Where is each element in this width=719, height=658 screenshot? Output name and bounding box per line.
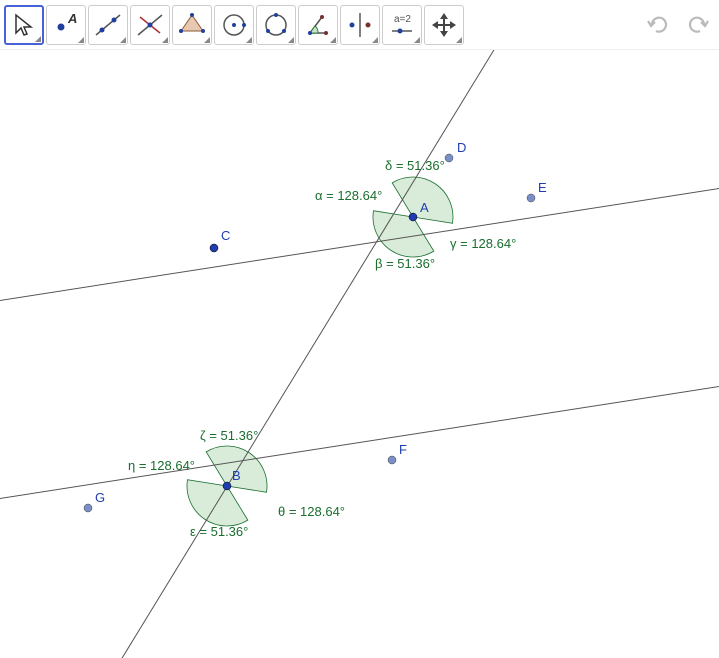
- dropdown-corner-icon: [246, 37, 252, 43]
- point-C[interactable]: [210, 244, 218, 252]
- point-D[interactable]: [445, 154, 453, 162]
- tool-polygon[interactable]: [172, 5, 212, 45]
- angle-alpha: α = 128.64°: [315, 188, 382, 203]
- point-label-C: C: [221, 228, 230, 243]
- tool-point[interactable]: A: [46, 5, 86, 45]
- line-GF[interactable]: [0, 385, 719, 500]
- dropdown-corner-icon: [372, 37, 378, 43]
- point-label-B: B: [232, 468, 241, 483]
- dropdown-corner-icon: [162, 37, 168, 43]
- dropdown-corner-icon: [414, 37, 420, 43]
- dropdown-corner-icon: [330, 37, 336, 43]
- undo-icon: [646, 12, 672, 38]
- point-label-A: A: [420, 200, 429, 215]
- dropdown-corner-icon: [78, 37, 84, 43]
- angle-beta: β = 51.36°: [375, 256, 435, 271]
- tool-perpendicular[interactable]: [130, 5, 170, 45]
- redo-icon: [684, 12, 710, 38]
- point-A[interactable]: [409, 213, 417, 221]
- point-E[interactable]: [527, 194, 535, 202]
- angle-gamma: γ = 128.64°: [450, 236, 516, 251]
- dropdown-corner-icon: [288, 37, 294, 43]
- angle-eta: η = 128.64°: [128, 458, 195, 473]
- geometry-svg: A B C D E F Gδ = 51.36°α = 128.64° γ = 128.64° β…: [0, 50, 719, 658]
- point-label-G: G: [95, 490, 105, 505]
- point-B[interactable]: [223, 482, 231, 490]
- angle-theta: θ = 128.64°: [278, 504, 345, 519]
- tool-slider[interactable]: a=2: [382, 5, 422, 45]
- undo-button[interactable]: [641, 7, 677, 43]
- tool-move-view[interactable]: [424, 5, 464, 45]
- point-F[interactable]: [388, 456, 396, 464]
- line-CE[interactable]: [0, 187, 719, 302]
- dropdown-corner-icon: [456, 37, 462, 43]
- point-label-F: F: [399, 442, 407, 457]
- line-transversal[interactable]: [116, 50, 500, 658]
- toolbar: A a=2: [0, 0, 719, 50]
- point-label-D: D: [457, 140, 466, 155]
- geometry-canvas[interactable]: A B C D E F Gδ = 51.36°α = 128.64° γ = 128.64° β…: [0, 50, 719, 658]
- angle-epsilon: ε = 51.36°: [190, 524, 248, 539]
- point-G[interactable]: [84, 504, 92, 512]
- tool-angle[interactable]: [298, 5, 338, 45]
- point-label-E: E: [538, 180, 547, 195]
- svg-text:A: A: [67, 11, 77, 26]
- tool-circle-center[interactable]: [214, 5, 254, 45]
- tool-circle-3pt[interactable]: [256, 5, 296, 45]
- dropdown-corner-icon: [120, 37, 126, 43]
- slider-label: a=2: [394, 14, 411, 25]
- angle-zeta: ζ = 51.36°: [200, 428, 258, 443]
- tool-line[interactable]: [88, 5, 128, 45]
- dropdown-corner-icon: [204, 37, 210, 43]
- tool-reflect[interactable]: [340, 5, 380, 45]
- redo-button[interactable]: [679, 7, 715, 43]
- tool-move[interactable]: [4, 5, 44, 45]
- angle-delta: δ = 51.36°: [385, 158, 445, 173]
- dropdown-corner-icon: [35, 36, 41, 42]
